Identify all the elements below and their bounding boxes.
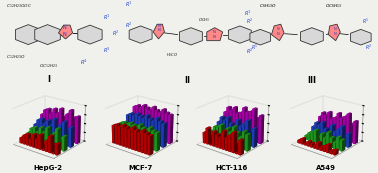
Text: $H_3CO$: $H_3CO$	[166, 51, 178, 59]
Text: $C_{12}H_{23}O$: $C_{12}H_{23}O$	[6, 54, 26, 61]
Polygon shape	[59, 25, 73, 39]
Text: $C_6H_{13}O$: $C_6H_{13}O$	[259, 3, 277, 10]
Text: N
N: N N	[212, 30, 215, 39]
Text: $OCH_3$: $OCH_3$	[198, 17, 210, 24]
Text: $R^3$: $R^3$	[103, 45, 110, 55]
Text: I: I	[47, 75, 50, 84]
Text: $R^1$: $R^1$	[251, 43, 258, 52]
Text: N: N	[62, 25, 66, 30]
Polygon shape	[350, 29, 371, 45]
Text: III: III	[307, 76, 316, 85]
Polygon shape	[207, 28, 223, 41]
Text: N
N: N N	[276, 27, 279, 36]
Text: HepG-2: HepG-2	[34, 165, 63, 171]
Polygon shape	[250, 29, 271, 45]
Text: MCF-7: MCF-7	[129, 165, 153, 171]
Text: $R^2$: $R^2$	[125, 21, 132, 30]
Text: N: N	[62, 32, 66, 37]
Text: $R^1$: $R^1$	[103, 13, 110, 22]
Text: HCT-116: HCT-116	[215, 165, 248, 171]
Polygon shape	[328, 24, 340, 41]
Polygon shape	[153, 24, 164, 39]
Text: $OC_{12}H_{23}$: $OC_{12}H_{23}$	[39, 62, 58, 70]
Text: II: II	[184, 76, 190, 85]
Polygon shape	[180, 28, 202, 45]
Text: N
N: N N	[333, 27, 336, 36]
Text: $R^1$: $R^1$	[362, 16, 369, 26]
Polygon shape	[228, 26, 251, 43]
Polygon shape	[301, 28, 323, 45]
Polygon shape	[15, 25, 41, 45]
Polygon shape	[271, 24, 284, 41]
Text: $R^4$: $R^4$	[80, 58, 87, 67]
Polygon shape	[129, 26, 152, 43]
Text: $C_{12}H_{23}OOC$: $C_{12}H_{23}OOC$	[6, 3, 33, 10]
Text: $OC_6H_{13}$: $OC_6H_{13}$	[325, 3, 342, 10]
Text: N
N: N N	[157, 24, 160, 32]
Text: $R^2$: $R^2$	[246, 16, 253, 26]
Text: $R^2$: $R^2$	[246, 47, 254, 56]
Text: $R^2$: $R^2$	[365, 43, 372, 52]
Polygon shape	[35, 25, 60, 45]
Polygon shape	[78, 25, 102, 44]
Text: $R^1$: $R^1$	[244, 8, 251, 18]
Text: A549: A549	[316, 165, 336, 171]
Text: $R^1$: $R^1$	[125, 0, 132, 9]
Text: $R^2$: $R^2$	[112, 28, 119, 38]
